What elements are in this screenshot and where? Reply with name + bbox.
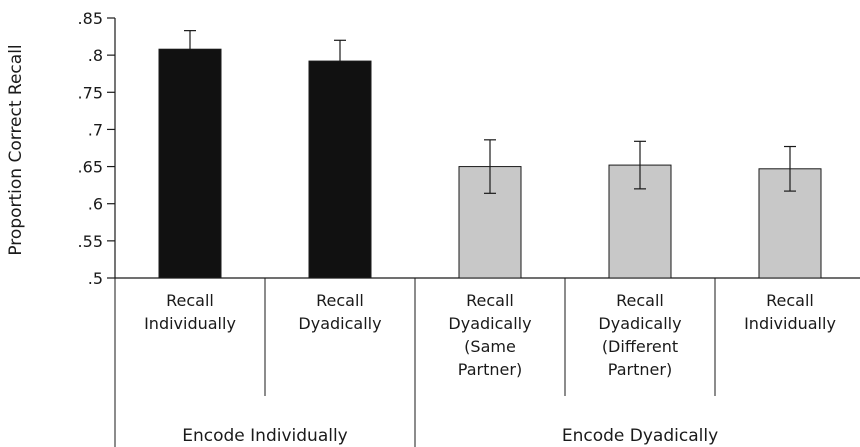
category-label: Partner) bbox=[608, 360, 672, 379]
category-label: Recall bbox=[166, 291, 214, 310]
category-label: Dyadically bbox=[448, 314, 531, 333]
bar bbox=[158, 48, 222, 279]
group-label: Encode Dyadically bbox=[562, 426, 718, 446]
category-label: Recall bbox=[316, 291, 364, 310]
y-tick-label: .7 bbox=[88, 120, 103, 139]
category-label: Partner) bbox=[458, 360, 522, 379]
category-label: Recall bbox=[616, 291, 664, 310]
category-label: Recall bbox=[466, 291, 514, 310]
y-tick-label: .5 bbox=[88, 269, 103, 288]
y-tick-label: .6 bbox=[88, 195, 103, 214]
y-tick-label: .8 bbox=[88, 46, 103, 65]
bar bbox=[308, 60, 372, 279]
category-label: (Different bbox=[602, 337, 678, 356]
category-label: (Same bbox=[464, 337, 516, 356]
y-tick-label: .85 bbox=[78, 9, 103, 28]
y-tick-label: .55 bbox=[78, 232, 103, 251]
y-tick-label: .75 bbox=[78, 83, 103, 102]
category-label: Individually bbox=[744, 314, 836, 333]
category-label: Dyadically bbox=[598, 314, 681, 333]
category-label: Recall bbox=[766, 291, 814, 310]
category-label: Individually bbox=[144, 314, 236, 333]
y-axis-label: Proportion Correct Recall bbox=[6, 44, 26, 255]
category-label: Dyadically bbox=[298, 314, 381, 333]
y-tick-label: .65 bbox=[78, 158, 103, 177]
group-label: Encode Individually bbox=[182, 426, 348, 446]
plot-area: .5 .55 .6 .65 .7 .75 .8 .85 Recall Individually Re… bbox=[78, 9, 860, 447]
